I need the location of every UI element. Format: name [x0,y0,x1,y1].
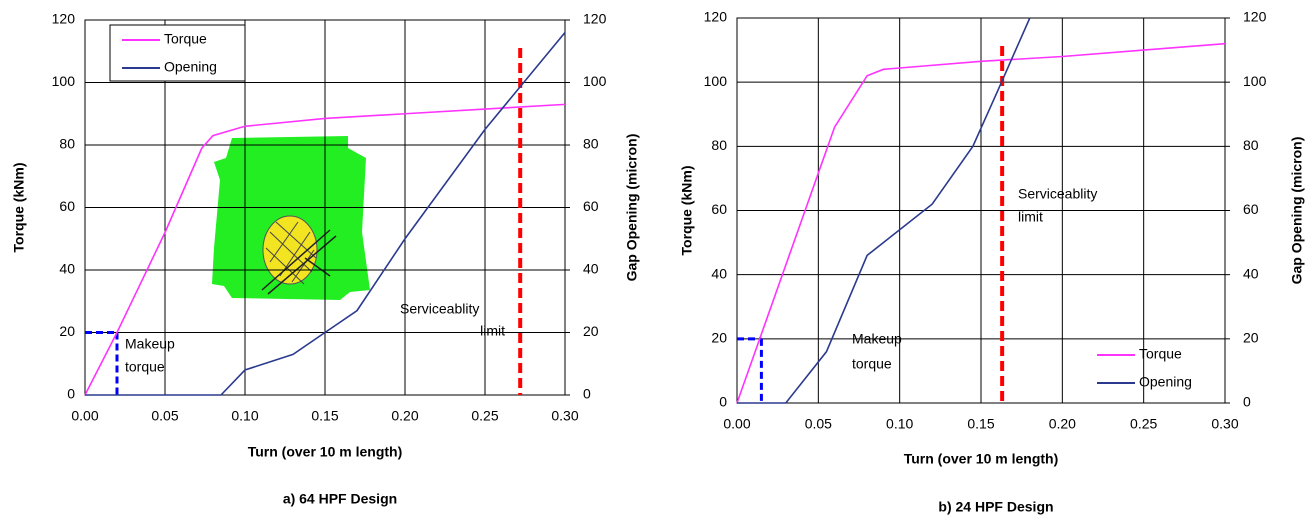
y2-tick-label: 100 [1243,73,1267,89]
y-tick-label: 100 [52,73,76,89]
chart-caption: b) 24 HPF Design [938,499,1053,515]
serviceability-label: limit [1018,209,1043,225]
x-tick-label: 0.20 [1049,416,1076,432]
x-tick-label: 0.10 [886,416,913,432]
y2-tick-label: 120 [583,11,607,27]
makeup-label: Makeup [125,336,175,352]
plot-frame [84,19,566,396]
y2-tick-label: 120 [1243,9,1267,25]
makeup-label: Makeup [852,331,902,347]
y-tick-label: 80 [59,136,75,152]
y2-tick-label: 0 [583,386,591,402]
legend-label: Opening [164,59,217,75]
x-tick-label: 0.00 [723,416,750,432]
y2-tick-label: 80 [1243,137,1259,153]
y-tick-label: 60 [59,198,75,214]
y2-tick-label: 20 [583,323,599,339]
x-axis-title: Turn (over 10 m length) [904,451,1059,467]
y-tick-label: 40 [711,265,727,281]
y-tick-label: 80 [711,137,727,153]
y-tick-label: 20 [711,330,727,346]
y2-tick-label: 20 [1243,330,1259,346]
x-tick-label: 0.20 [391,408,418,424]
y2-tick-label: 0 [1243,394,1251,410]
y2-axis-title: Gap Opening (micron) [624,134,640,282]
y2-tick-label: 100 [583,73,607,89]
y-axis-title: Torque (kNm) [679,166,695,256]
y-tick-label: 100 [704,73,728,89]
x-tick-label: 0.15 [311,408,338,424]
series-line [84,103,566,396]
x-axis-title: Turn (over 10 m length) [248,444,403,460]
y-tick-label: 40 [59,261,75,277]
x-tick-label: 0.00 [71,408,98,424]
serviceability-label: limit [480,323,505,339]
y2-tick-label: 60 [583,198,599,214]
x-tick-label: 0.05 [151,408,178,424]
legend-label: Torque [1139,346,1182,362]
y2-tick-label: 60 [1243,201,1259,217]
legend-box [109,24,246,82]
inset-ellipse [262,215,318,285]
plot-frame [736,17,1226,404]
y-tick-label: 20 [59,323,75,339]
x-tick-label: 0.15 [967,416,994,432]
cross-section-inset [212,136,370,300]
legend-label: Torque [164,31,207,47]
inset-hatch [265,221,317,285]
series-line [737,17,1031,404]
series-line [736,42,1226,404]
y-tick-label: 0 [67,386,75,402]
legend-label: Opening [1139,374,1192,390]
x-tick-label: 0.10 [231,408,258,424]
y2-axis-title: Gap Opening (micron) [1289,137,1305,285]
y-axis-title: Torque (kNm) [11,163,27,253]
y-tick-label: 120 [704,9,728,25]
serviceability-label: Serviceablity [400,301,479,317]
makeup-label: torque [125,359,165,375]
chart-caption: a) 64 HPF Design [283,491,397,507]
y-tick-label: 0 [719,394,727,410]
x-tick-label: 0.05 [805,416,832,432]
x-tick-label: 0.30 [551,408,578,424]
y2-tick-label: 40 [583,261,599,277]
serviceability-label: Serviceablity [1018,186,1097,202]
y2-tick-label: 40 [1243,265,1259,281]
y2-tick-label: 80 [583,136,599,152]
makeup-label: torque [852,356,892,372]
x-tick-label: 0.25 [1130,416,1157,432]
y-tick-label: 60 [711,201,727,217]
x-tick-label: 0.25 [471,408,498,424]
x-tick-label: 0.30 [1211,416,1238,432]
series-line [85,31,566,396]
y-tick-label: 120 [52,11,76,27]
